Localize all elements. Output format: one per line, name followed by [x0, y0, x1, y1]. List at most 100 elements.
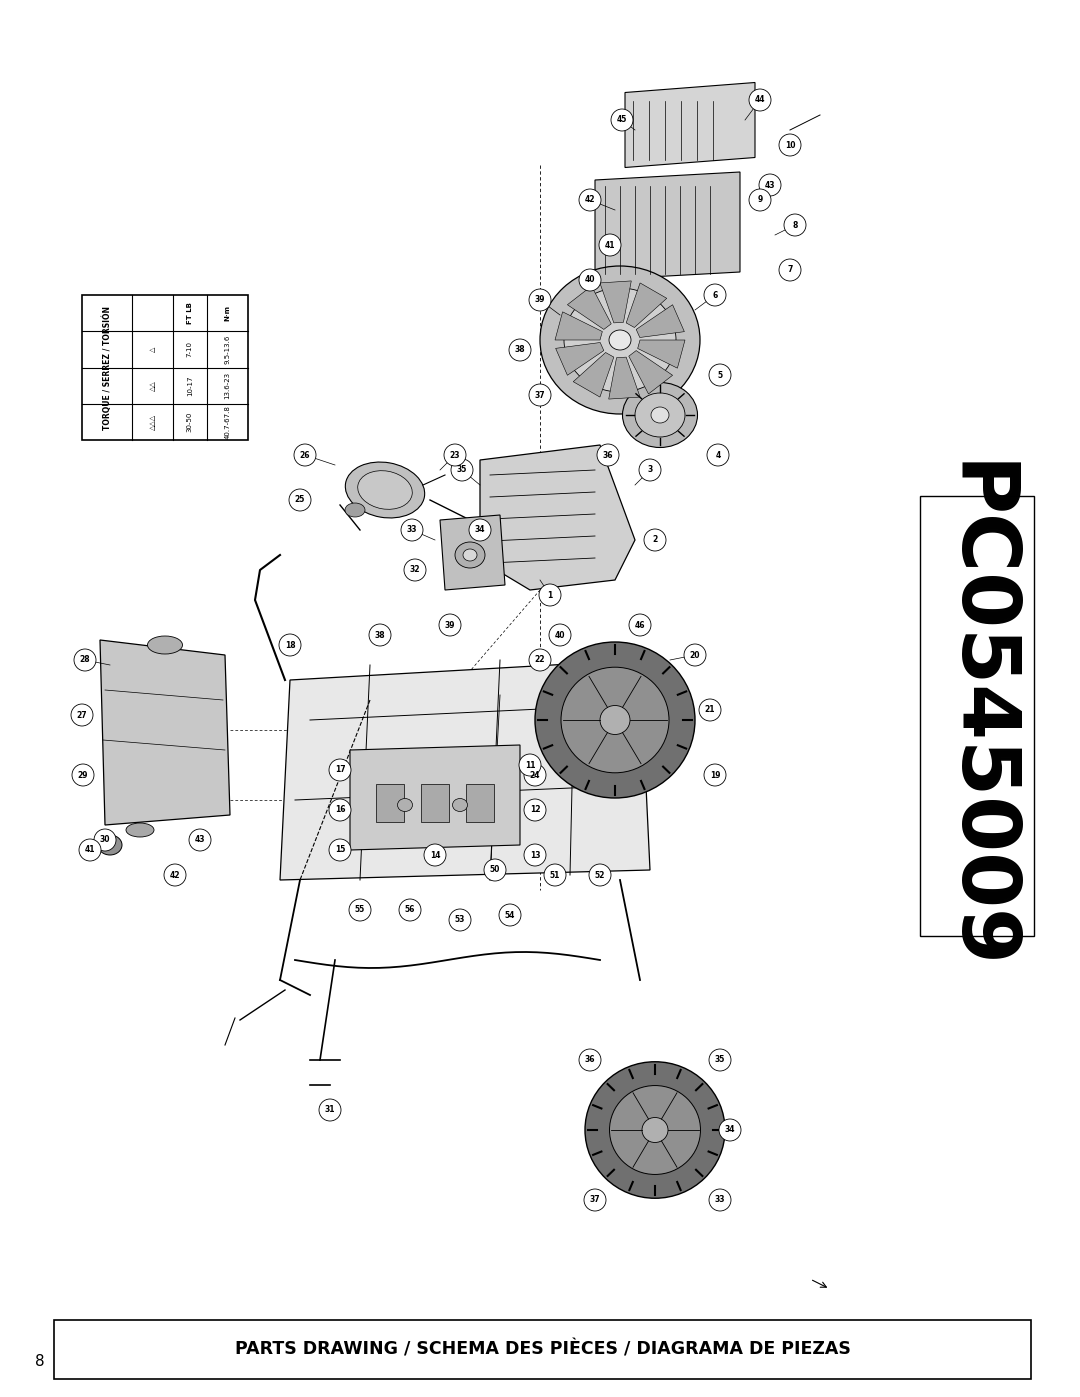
- Polygon shape: [440, 515, 505, 590]
- Text: PARTS DRAWING / SCHEMA DES PIÈCES / DIAGRAMA DE PIEZAS: PARTS DRAWING / SCHEMA DES PIÈCES / DIAG…: [234, 1341, 851, 1358]
- Circle shape: [189, 828, 211, 851]
- Circle shape: [469, 520, 491, 541]
- Circle shape: [579, 270, 600, 291]
- Circle shape: [449, 909, 471, 930]
- Text: 30: 30: [99, 835, 110, 845]
- Circle shape: [529, 650, 551, 671]
- Text: 39: 39: [445, 620, 456, 630]
- Text: 4: 4: [715, 450, 720, 460]
- Bar: [920, 496, 1034, 936]
- Ellipse shape: [642, 1118, 669, 1143]
- Text: 2: 2: [652, 535, 658, 545]
- Text: 41: 41: [84, 845, 95, 855]
- Bar: [465, 784, 494, 821]
- Text: 44: 44: [755, 95, 766, 105]
- Circle shape: [704, 764, 726, 787]
- Text: 33: 33: [407, 525, 417, 535]
- Ellipse shape: [346, 462, 424, 518]
- Circle shape: [584, 1189, 606, 1211]
- Circle shape: [79, 840, 102, 861]
- Text: 50: 50: [490, 866, 500, 875]
- Ellipse shape: [540, 265, 700, 414]
- Text: 55: 55: [355, 905, 365, 915]
- Text: 52: 52: [595, 870, 605, 880]
- Text: PC0545009: PC0545009: [937, 461, 1016, 971]
- Ellipse shape: [535, 643, 696, 798]
- Bar: [376, 784, 404, 821]
- Circle shape: [451, 460, 473, 481]
- Circle shape: [424, 844, 446, 866]
- Circle shape: [499, 904, 521, 926]
- Circle shape: [539, 584, 561, 606]
- Text: 1: 1: [548, 591, 553, 599]
- Circle shape: [164, 863, 186, 886]
- Text: △△△: △△△: [149, 414, 156, 430]
- Circle shape: [329, 840, 351, 861]
- Circle shape: [708, 1049, 731, 1071]
- Ellipse shape: [357, 471, 413, 510]
- Circle shape: [779, 258, 801, 281]
- Polygon shape: [609, 358, 640, 400]
- Text: 6: 6: [713, 291, 717, 299]
- Text: 41: 41: [605, 240, 616, 250]
- Text: TORQUE / SERREZ / TORSIÓN: TORQUE / SERREZ / TORSIÓN: [103, 306, 111, 429]
- Circle shape: [72, 764, 94, 787]
- Bar: [421, 784, 449, 821]
- Text: 40.7-67.8: 40.7-67.8: [225, 405, 230, 439]
- Ellipse shape: [126, 823, 154, 837]
- Ellipse shape: [564, 288, 676, 393]
- Text: 3: 3: [647, 465, 652, 475]
- Circle shape: [289, 489, 311, 511]
- Text: 56: 56: [405, 905, 415, 915]
- Text: △△: △△: [149, 380, 156, 391]
- Text: 16: 16: [335, 806, 346, 814]
- Text: 40: 40: [584, 275, 595, 285]
- Ellipse shape: [98, 835, 122, 855]
- Circle shape: [759, 175, 781, 196]
- Circle shape: [401, 520, 423, 541]
- Text: 51: 51: [550, 870, 561, 880]
- Polygon shape: [555, 342, 604, 376]
- Text: 36: 36: [603, 450, 613, 460]
- Circle shape: [444, 444, 465, 467]
- Text: 12: 12: [530, 806, 540, 814]
- Text: 42: 42: [584, 196, 595, 204]
- Circle shape: [71, 704, 93, 726]
- Text: 25: 25: [295, 496, 306, 504]
- Circle shape: [544, 863, 566, 886]
- Circle shape: [597, 444, 619, 467]
- Polygon shape: [555, 312, 603, 339]
- Ellipse shape: [561, 668, 669, 773]
- Text: 36: 36: [584, 1056, 595, 1065]
- Text: 20: 20: [690, 651, 700, 659]
- Text: 43: 43: [765, 180, 775, 190]
- Text: 15: 15: [335, 845, 346, 855]
- Text: 30-50: 30-50: [187, 412, 193, 432]
- Polygon shape: [100, 640, 230, 826]
- Ellipse shape: [345, 503, 365, 517]
- Text: 54: 54: [504, 911, 515, 919]
- Circle shape: [399, 900, 421, 921]
- Text: 5: 5: [717, 370, 723, 380]
- Circle shape: [579, 1049, 600, 1071]
- Text: FT LB: FT LB: [187, 302, 193, 324]
- Text: 34: 34: [725, 1126, 735, 1134]
- Circle shape: [750, 89, 771, 110]
- Circle shape: [404, 559, 426, 581]
- Bar: [54, 1320, 1031, 1379]
- Circle shape: [704, 284, 726, 306]
- Circle shape: [784, 214, 806, 236]
- Circle shape: [589, 863, 611, 886]
- Circle shape: [779, 134, 801, 156]
- Ellipse shape: [600, 705, 630, 735]
- Text: 7: 7: [787, 265, 793, 274]
- Polygon shape: [280, 659, 650, 880]
- Text: 9.5-13.6: 9.5-13.6: [225, 335, 230, 365]
- Text: 34: 34: [475, 525, 485, 535]
- Circle shape: [524, 844, 546, 866]
- Text: 26: 26: [300, 450, 310, 460]
- Circle shape: [684, 644, 706, 666]
- Circle shape: [529, 384, 551, 407]
- Text: 43: 43: [194, 835, 205, 845]
- Circle shape: [524, 764, 546, 787]
